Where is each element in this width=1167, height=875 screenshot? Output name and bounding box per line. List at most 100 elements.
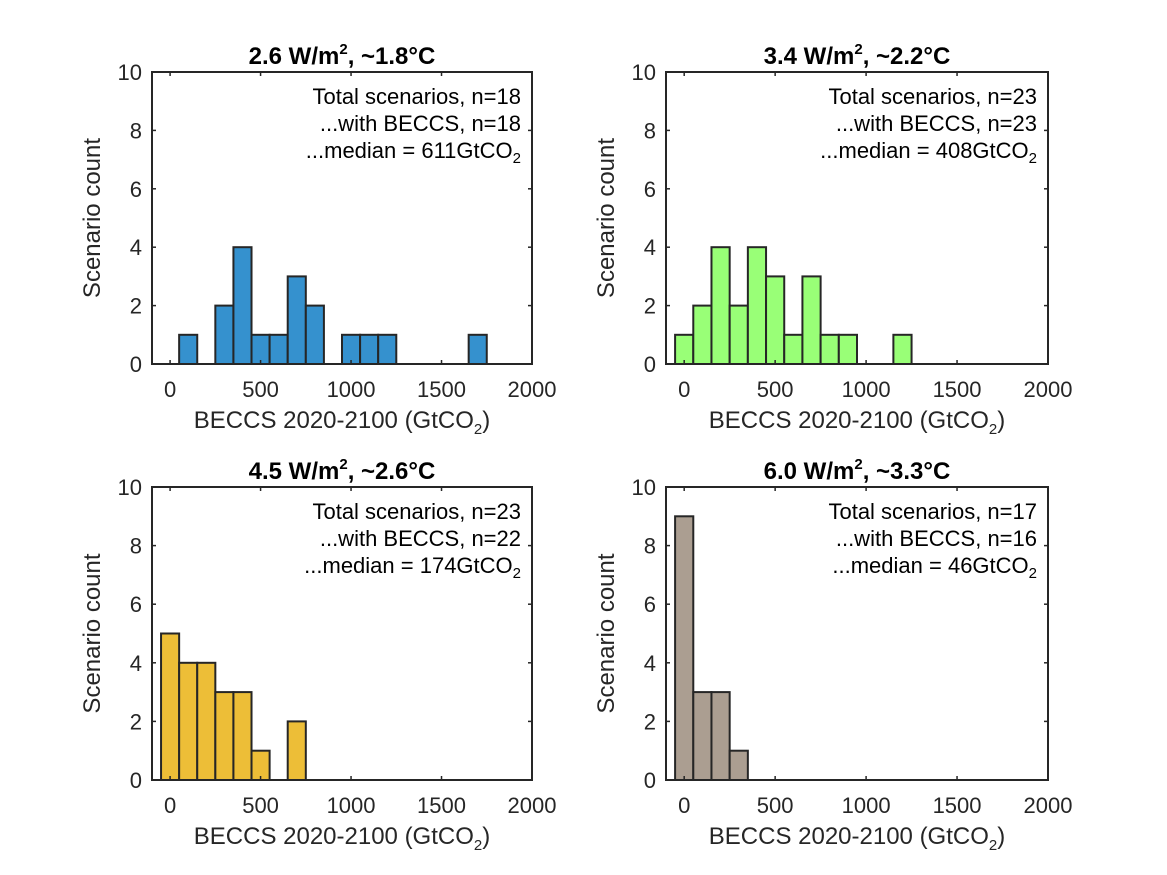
y-tick-label: 2: [644, 709, 656, 734]
y-tick-label: 0: [644, 768, 656, 793]
x-tick-label: 0: [164, 377, 176, 402]
panel-title: 4.5 W/m2, ~2.6°C: [249, 456, 436, 485]
histogram-bar: [160, 632, 181, 781]
y-tick-label: 10: [632, 475, 656, 500]
histogram-bar: [692, 691, 713, 781]
annotation-median: ...median = 46GtCO2: [832, 553, 1037, 582]
histogram-bar: [286, 275, 307, 365]
histogram-bar: [268, 333, 289, 365]
y-tick-label: 8: [644, 118, 656, 143]
panel-3-4: 0 500 1000 1500 2000 0 2 4 6 8 10 3.4 W/m2, ~2.2°C B…: [593, 41, 1072, 438]
x-tick-label: 1000: [842, 377, 891, 402]
x-axis-label: BECCS 2020-2100 (GtCO2): [709, 823, 1005, 854]
y-axis-label: Scenario count: [593, 553, 620, 713]
annotation-median: ...median = 408GtCO2: [820, 138, 1037, 167]
y-tick-label: 2: [644, 294, 656, 319]
histogram-bar: [837, 333, 858, 365]
x-tick-label: 0: [678, 377, 690, 402]
histogram-bar: [178, 333, 199, 365]
annotation-with-beccs: ...with BECCS, n=16: [836, 526, 1037, 551]
y-tick-label: 4: [130, 651, 142, 676]
histogram-bar: [728, 749, 749, 782]
y-tick-label: 6: [644, 592, 656, 617]
x-axis-label: BECCS 2020-2100 (GtCO2): [194, 407, 490, 438]
panel-title: 3.4 W/m2, ~2.2°C: [764, 41, 951, 70]
y-tick-label: 0: [644, 352, 656, 377]
y-tick-label: 6: [130, 177, 142, 202]
histogram-bar: [250, 333, 271, 365]
y-tick-label: 0: [130, 768, 142, 793]
y-tick-label: 2: [130, 709, 142, 734]
panel-4-5: 0 500 1000 1500 2000 0 2 4 6 8 10 4.5 W/m2, ~2.6°C B…: [79, 456, 556, 854]
y-tick-label: 6: [644, 177, 656, 202]
x-tick-label: 500: [242, 793, 279, 818]
x-tick-label: 0: [164, 793, 176, 818]
axes-box: [151, 486, 533, 781]
histogram-bar: [304, 304, 325, 366]
x-axis-label: BECCS 2020-2100 (GtCO2): [709, 407, 1005, 438]
histogram-bar: [467, 333, 488, 365]
x-tick-label: 2000: [1024, 377, 1073, 402]
panel-2-6: 0 500 1000 1500 2000 0 2 4 6 8 10 2.6 W/m2, ~1.8°C B…: [79, 41, 556, 438]
histogram-bar: [232, 691, 253, 781]
histogram-bar: [359, 333, 380, 365]
annotation-with-beccs: ...with BECCS, n=22: [320, 526, 521, 551]
x-tick-label: 500: [757, 793, 794, 818]
y-tick-label: 4: [644, 651, 656, 676]
x-tick-label: 500: [242, 377, 279, 402]
annotation-total: Total scenarios, n=23: [312, 499, 521, 524]
histogram-bar: [746, 246, 768, 365]
x-tick-label: 1500: [933, 793, 982, 818]
axes-box: [665, 71, 1049, 365]
histogram-bar: [710, 246, 731, 365]
y-tick-label: 8: [130, 118, 142, 143]
histogram-bar: [286, 720, 307, 782]
annotation-with-beccs: ...with BECCS, n=18: [320, 111, 521, 136]
histogram-bar: [178, 661, 199, 781]
x-axis-label: BECCS 2020-2100 (GtCO2): [194, 823, 490, 854]
histogram-bar: [377, 333, 398, 365]
x-tick-label: 1000: [327, 377, 376, 402]
histogram-bar: [214, 304, 235, 366]
y-tick-label: 2: [130, 294, 142, 319]
x-tick-label: 1000: [327, 793, 376, 818]
y-tick-label: 8: [130, 534, 142, 559]
histogram-bar: [692, 304, 713, 366]
panel-6-0: 0 500 1000 1500 2000 0 2 4 6 8 10 6.0 W/m2, ~3.3°C B…: [593, 456, 1072, 854]
x-tick-label: 1500: [417, 377, 466, 402]
annotation-with-beccs: ...with BECCS, n=23: [836, 111, 1037, 136]
y-tick-label: 10: [632, 60, 656, 85]
x-tick-label: 1500: [417, 793, 466, 818]
y-tick-label: 4: [130, 235, 142, 260]
y-axis-label: Scenario count: [79, 553, 106, 713]
annotation-total: Total scenarios, n=17: [828, 499, 1037, 524]
annotation-median: ...median = 174GtCO2: [304, 553, 521, 582]
histogram-bar: [728, 304, 749, 366]
histogram-bar: [783, 333, 804, 365]
x-tick-label: 2000: [508, 377, 557, 402]
annotation-total: Total scenarios, n=18: [312, 84, 521, 109]
y-axis-label: Scenario count: [593, 138, 620, 298]
histogram-bar: [232, 246, 253, 365]
axes-box: [151, 71, 533, 365]
x-tick-label: 0: [678, 793, 690, 818]
x-tick-label: 2000: [1024, 793, 1073, 818]
y-tick-label: 8: [644, 534, 656, 559]
histogram-bar: [196, 661, 217, 781]
x-tick-label: 2000: [508, 793, 557, 818]
y-tick-label: 6: [130, 592, 142, 617]
histogram-bar: [214, 691, 235, 781]
panel-title: 6.0 W/m2, ~3.3°C: [764, 456, 951, 485]
x-tick-label: 1500: [933, 377, 982, 402]
histogram-bar: [674, 333, 695, 365]
panel-title: 2.6 W/m2, ~1.8°C: [249, 41, 436, 70]
x-tick-label: 1000: [842, 793, 891, 818]
histogram-bar: [801, 275, 822, 365]
y-tick-label: 10: [118, 60, 142, 85]
histogram-bar: [819, 333, 840, 365]
annotation-total: Total scenarios, n=23: [828, 84, 1037, 109]
histogram-bar: [892, 333, 913, 365]
histogram-bar: [674, 515, 695, 781]
histogram-bar: [710, 691, 731, 781]
